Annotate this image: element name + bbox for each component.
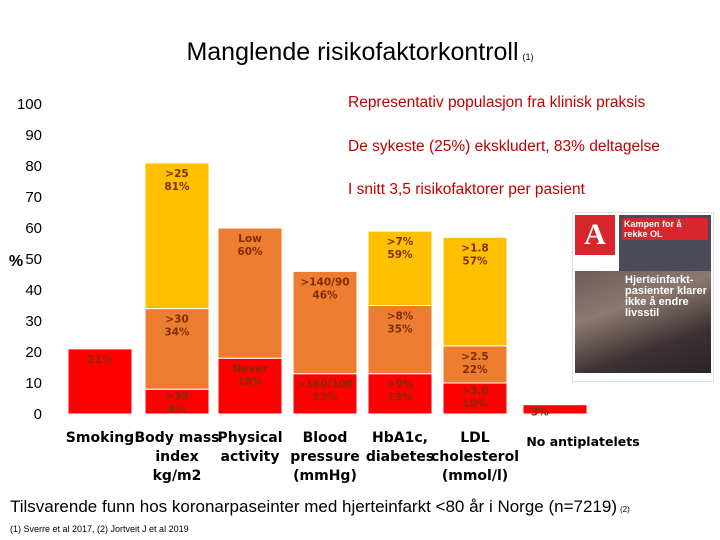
newspaper-masthead-logo: A (575, 215, 615, 255)
bar-data-label: 13% (387, 392, 413, 404)
bar-data-label: 3% (531, 407, 549, 419)
bar-data-label: 60% (237, 246, 263, 258)
newspaper-kicker-title: Kampen for å rekke OL (622, 218, 708, 240)
y-tick-label: 30 (25, 313, 42, 330)
references: (1) Sverre et al 2017, (2) Jortveit J et… (10, 524, 189, 534)
y-tick-label: 80 (25, 158, 42, 175)
bar-data-label: >2.5 (461, 351, 488, 363)
title-text: Manglende risikofaktorkontroll (186, 38, 519, 66)
x-category-label: kg/m2 (153, 468, 202, 484)
bar-data-label: >9% (387, 379, 414, 391)
bar-data-label: 81% (164, 181, 190, 193)
newspaper-clipping-image: A Kampen for å rekke OL Hjerteinfarkt-pa… (572, 212, 714, 382)
bar-data-label: 21% (87, 354, 113, 366)
y-tick-label: 20 (25, 344, 42, 361)
bar-segment (67, 348, 133, 415)
bar-segment (217, 227, 283, 359)
bar-segment (367, 305, 433, 375)
x-category-label: index (155, 449, 198, 465)
bar-segment (292, 373, 358, 415)
bar-data-label: 13% (312, 392, 338, 404)
x-category-label: pressure (290, 449, 359, 465)
x-category-label: HbA1c, (372, 430, 428, 446)
bar-data-label: 22% (462, 364, 488, 376)
bar-data-label: 59% (387, 249, 413, 261)
x-category-label: Blood (303, 430, 348, 446)
bar-data-label: >1.8 (461, 242, 488, 254)
footer-text: Tilsvarende funn hos koronarpaseinter me… (10, 497, 617, 516)
x-category-label: Smoking (66, 430, 134, 446)
bullet-average-riskfactors: I snitt 3,5 risikofaktorer per pasient (348, 181, 585, 198)
bar-segment (292, 270, 358, 375)
x-category-label: LDL (460, 430, 490, 446)
x-category-label: activity (221, 449, 280, 465)
footer-ref: (2) (620, 505, 630, 514)
x-category-label: (mmHg) (293, 468, 357, 484)
y-tick-label: 40 (25, 282, 42, 299)
x-category-label: No antiplatelets (526, 434, 639, 449)
bar-data-label: 46% (312, 289, 338, 301)
y-tick-label: 0 (34, 406, 42, 423)
footer-note: Tilsvarende funn hos koronarpaseinter me… (10, 497, 630, 517)
x-category-label: (mmol/l) (442, 468, 508, 484)
bar-segment (367, 230, 433, 307)
bar-segment (144, 388, 210, 415)
bar-data-label: Low (238, 233, 262, 245)
y-tick-label: 100 (17, 96, 42, 113)
bar-data-label: >7% (387, 236, 414, 248)
bar-data-label: 35% (387, 324, 413, 336)
bar-segment (367, 373, 433, 415)
bar-segment (144, 308, 210, 390)
y-tick-label: 70 (25, 189, 42, 206)
y-tick-label: 90 (25, 127, 42, 144)
bar-data-label: 8% (168, 404, 186, 416)
x-category-label: cholesterol (431, 449, 519, 465)
bar-segment (442, 345, 508, 384)
bar-data-label: >140/90 (300, 276, 349, 288)
newspaper-headline: Hjerteinfarkt-pasienter klarer ikke å en… (625, 274, 707, 319)
bar-data-label: >30 (165, 314, 188, 326)
y-axis-label: % (9, 253, 23, 270)
bar-data-label: 57% (462, 255, 488, 267)
bar-data-label: 10% (462, 398, 488, 410)
bar-data-label: >3.0 (461, 385, 488, 397)
bar-segment (217, 357, 283, 415)
bar-data-label: 18% (237, 376, 263, 388)
bar-segment (522, 404, 588, 415)
y-tick-label: 10 (25, 375, 42, 392)
bar-segment (144, 162, 210, 310)
title-ref: (1) (522, 52, 534, 62)
x-category-label: diabetes (366, 449, 434, 465)
x-category-label: Physical (217, 430, 282, 446)
bullet-representative: Representativ populasjon fra klinisk pra… (348, 94, 646, 111)
bar-segment (442, 236, 508, 347)
page-title: Manglende risikofaktorkontroll (1) (0, 38, 720, 67)
bar-data-label: 34% (164, 327, 190, 339)
bar-data-label: >8% (387, 311, 414, 323)
newspaper-photo (575, 271, 711, 373)
x-category-label: Body mass (134, 430, 219, 446)
y-tick-label: 60 (25, 220, 42, 237)
newspaper-kicker: Kampen for å rekke OL (619, 215, 711, 271)
bullet-excluded: De sykeste (25%) ekskludert, 83% deltage… (348, 138, 660, 155)
bar-data-label: >25 (165, 168, 188, 180)
bar-data-label: >35 (165, 391, 188, 403)
y-tick-label: 50 (25, 251, 42, 268)
bar-data-label: Never (232, 363, 268, 375)
bar-data-label: >160/100 (297, 379, 353, 391)
